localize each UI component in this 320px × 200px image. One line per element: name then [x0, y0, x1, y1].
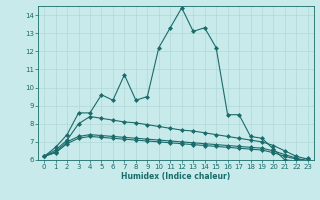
X-axis label: Humidex (Indice chaleur): Humidex (Indice chaleur) [121, 172, 231, 181]
